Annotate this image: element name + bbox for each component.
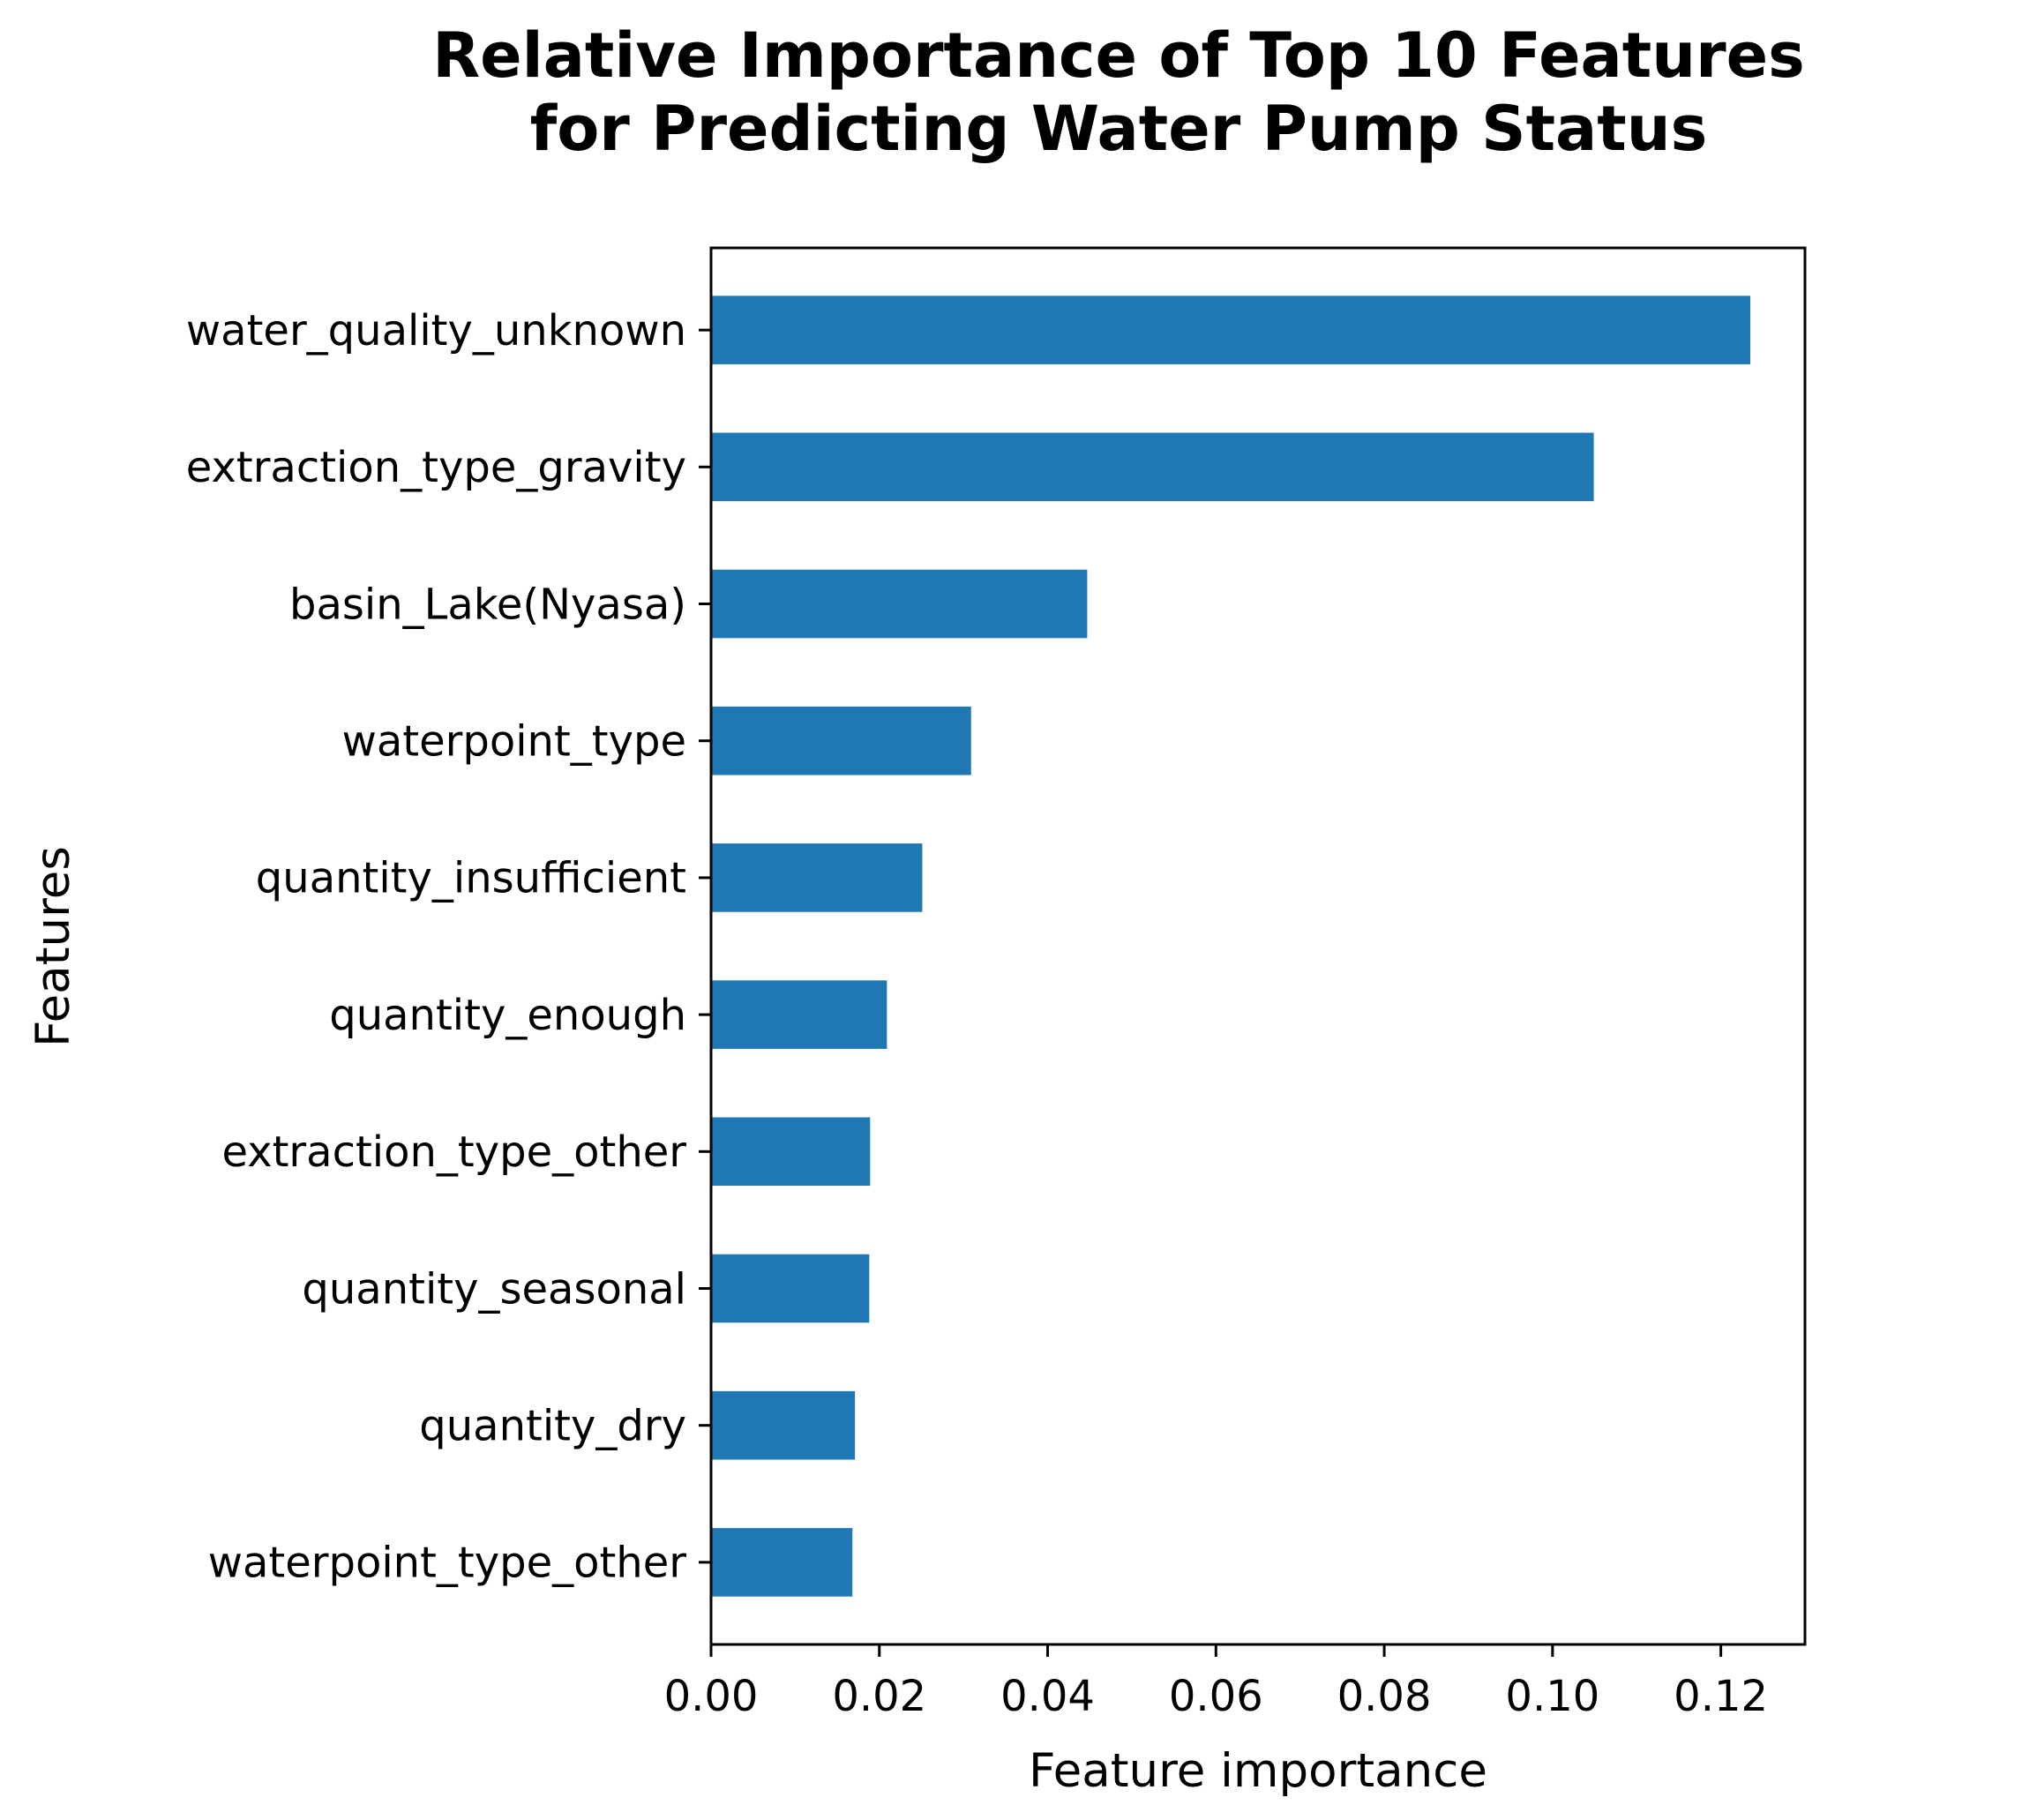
bar-6 [711, 1117, 871, 1187]
x-tick-label: 0.02 [832, 1672, 926, 1721]
y-tick-label: extraction_type_other [222, 1127, 687, 1177]
chart-title-line-2: for Predicting Water Pump Status [530, 93, 1708, 165]
x-axis-label: Feature importance [1029, 1744, 1487, 1798]
bars-layer [711, 296, 1750, 1597]
chart-title-line-1: Relative Importance of Top 10 Features [432, 19, 1804, 92]
x-tick-label: 0.08 [1337, 1672, 1432, 1721]
x-tick-label: 0.04 [1000, 1672, 1095, 1721]
bar-0 [711, 296, 1750, 364]
y-tick-label: quantity_insufficient [256, 854, 686, 903]
y-axis-ticks: water_quality_unknown extraction_type_gra… [186, 306, 711, 1588]
y-tick-label: extraction_type_gravity [186, 443, 686, 492]
bar-8 [711, 1390, 856, 1460]
plot-frame [709, 246, 1807, 1646]
bar-2 [711, 569, 1088, 639]
x-tick-label: 0.00 [664, 1672, 759, 1721]
y-axis-label: Features [26, 846, 80, 1047]
bar-9 [711, 1528, 853, 1597]
y-tick-label: waterpoint_type [342, 717, 686, 767]
y-tick-label: quantity_enough [329, 991, 686, 1040]
bar-1 [711, 432, 1594, 502]
x-tick-label: 0.12 [1674, 1672, 1768, 1721]
y-tick-label: quantity_dry [419, 1401, 686, 1450]
bar-4 [711, 843, 923, 912]
bar-5 [711, 980, 887, 1049]
bar-7 [711, 1254, 870, 1323]
y-tick-label: waterpoint_type_other [208, 1539, 687, 1588]
x-tick-label: 0.10 [1505, 1672, 1599, 1721]
x-axis-ticks: 0.00 0.02 0.04 0.06 0.08 0.10 0.12 [664, 1644, 1768, 1721]
y-tick-label: basin_Lake(Nyasa) [289, 580, 686, 629]
y-tick-label: water_quality_unknown [186, 306, 686, 356]
bar-3 [711, 706, 971, 775]
y-tick-label: quantity_seasonal [302, 1264, 686, 1314]
x-tick-label: 0.06 [1169, 1672, 1263, 1721]
